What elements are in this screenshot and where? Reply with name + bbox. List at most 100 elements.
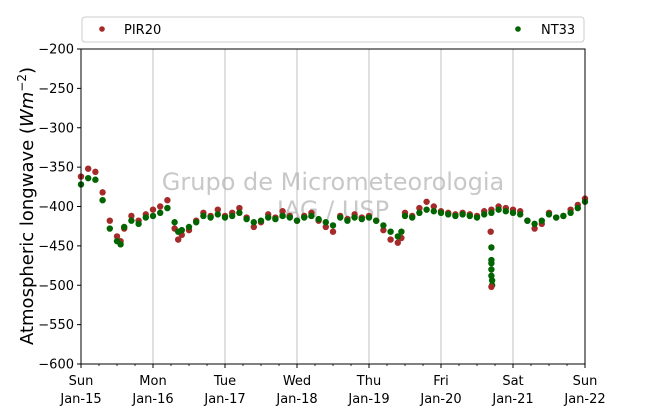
pir20-point [394,239,401,246]
nt33-point [445,211,452,218]
watermark-line-1: Grupo de Micrometeorologia [162,168,504,196]
pir20-point [387,236,394,243]
nt33-point [99,197,106,204]
pir20-point [128,212,135,220]
watermark-line-2: IAG / USP [277,196,389,224]
x-tick-label-day: Thu [356,374,381,389]
pir20-point [149,206,157,213]
series-nt33 [77,174,589,248]
nt33-point [193,219,200,226]
nt33-point [488,209,495,216]
nt33-point [171,219,178,226]
pir20-point [175,236,182,243]
nt33-point [149,212,157,220]
nt33-point [437,209,445,216]
pir20-point [416,204,423,212]
nt33-point [409,214,416,221]
series-extra-2 [488,244,496,289]
nt33-point [301,214,308,221]
pir20-point [106,217,114,224]
pir20-point [531,225,538,232]
nt33-point [272,215,279,223]
x-tick-label-day: Tue [213,374,236,389]
nt33-point [135,220,142,228]
nt33-point [257,217,265,224]
nt33-point [92,176,99,183]
x-tick-label-day: Sun [69,374,94,389]
nt33-point [157,209,164,216]
nt33-point [329,222,337,229]
y-tick-label: −250 [38,82,74,97]
nt33-point [214,211,221,218]
legend: PIR20 NT33 [81,16,585,43]
nt33-point [128,217,135,224]
pir20-point [423,198,430,205]
y-tick-label: −200 [38,43,74,58]
nt33-point [365,214,373,221]
x-axis: Sun Jan-15 Mon Jan-16 Tue Jan-17 Wed Jan-18 Thu J… [59,364,606,407]
nt33-point [466,212,473,220]
nt33-point [243,215,250,223]
legend-marker-pir20 [99,26,105,32]
legend-label-pir20: PIR20 [124,23,161,38]
nt33-point [185,223,193,231]
series-point [488,277,496,284]
x-tick-label-date: Jan-16 [131,392,173,407]
pir20-point [236,204,243,212]
nt33-point [495,206,502,213]
pir20-point [380,226,387,234]
x-tick-label-date: Jan-20 [419,392,461,407]
data-points [77,165,589,291]
nt33-point [178,226,185,234]
pir20-point [322,223,329,231]
x-tick-label-day: Sun [573,374,598,389]
nt33-point [416,209,423,216]
nt33-point [373,217,380,224]
nt33-point [380,222,387,229]
nt33-point [279,212,286,220]
nt33-point [142,214,149,221]
nt33-point [337,214,344,221]
nt33-point [394,233,401,240]
pir20-point [250,223,257,231]
nt33-point [315,215,322,223]
nt33-point [538,217,545,224]
nt33-point [200,212,207,220]
nt33-point [236,209,243,216]
nt33-point [351,214,358,221]
pir20-point [113,233,121,240]
y-tick-label: −300 [38,121,74,136]
y-axis-label-exp: −2 [15,74,29,92]
legend-marker-nt33 [515,26,521,32]
nt33-point [106,225,114,232]
pir20-point [164,197,171,204]
nt33-point [423,206,430,213]
nt33-point [567,209,574,216]
nt33-point [250,219,257,226]
nt33-point [545,211,553,218]
x-tick-label-date: Jan-17 [203,392,245,407]
pir20-point [329,228,337,235]
pir20-point [99,189,106,196]
nt33-point [207,214,214,221]
nt33-point [473,214,481,221]
series-point [488,272,495,279]
nt33-point [574,204,581,212]
y-tick-label: −450 [38,239,74,254]
pir20-point [85,165,92,172]
nt33-point [452,212,459,220]
nt33-point [459,211,466,218]
x-tick-label-date: Jan-18 [275,392,317,407]
x-tick-label-day: Mon [139,374,166,389]
pir20-point [214,206,221,213]
x-tick-label-day: Fri [433,374,449,389]
x-tick-label-day: Sat [502,374,523,389]
x-tick-label-day: Wed [283,374,311,389]
nt33-point [560,212,567,220]
nt33-point [430,208,437,215]
pir20-point [92,168,99,176]
legend-label-nt33: NT33 [541,23,575,38]
y-axis-label-close: ) [17,67,38,74]
nt33-point [509,209,517,216]
